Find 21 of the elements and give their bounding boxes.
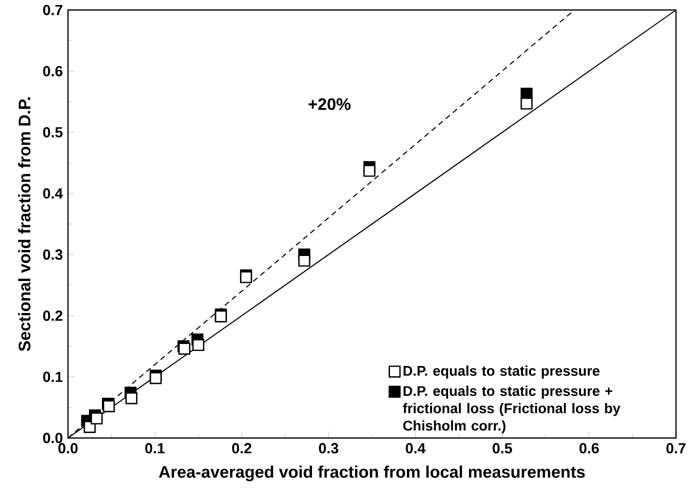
annotation: +20% bbox=[308, 98, 351, 110]
y-axis-title: Sectional void fraction from D.P. bbox=[18, 97, 30, 352]
x-tick-label: 0.7 bbox=[666, 443, 686, 454]
legend-label: D.P. equals to static pressure + frictional loss (Frictional loss by Chisholm corr.) bbox=[402, 386, 620, 434]
legend-label: D.P. equals to static pressure bbox=[404, 366, 600, 379]
x-tick-label: 0.4 bbox=[406, 443, 426, 454]
y-tick-label: 0.4 bbox=[43, 188, 63, 199]
y-tick-label: 0.3 bbox=[43, 249, 62, 260]
y-tick-label: 0.6 bbox=[43, 66, 62, 76]
x-tick-label: 0.3 bbox=[318, 443, 338, 454]
y-tick-label: 0.2 bbox=[43, 310, 62, 321]
y-tick-label: 0.7 bbox=[43, 4, 62, 16]
y-tick-label: 0.1 bbox=[43, 372, 63, 382]
x-tick-label: 0.6 bbox=[580, 443, 599, 454]
x-tick-label: 0.5 bbox=[492, 443, 512, 454]
x-tick-label: 0.0 bbox=[58, 443, 78, 454]
x-axis-title: Area-averaged void fraction from local measurements bbox=[158, 466, 585, 482]
y-tick-label: 0.5 bbox=[43, 127, 63, 138]
y-tick-label: 0.0 bbox=[43, 432, 62, 444]
x-tick-label: 0.2 bbox=[232, 443, 252, 454]
x-tick-label: 0.1 bbox=[145, 443, 165, 454]
